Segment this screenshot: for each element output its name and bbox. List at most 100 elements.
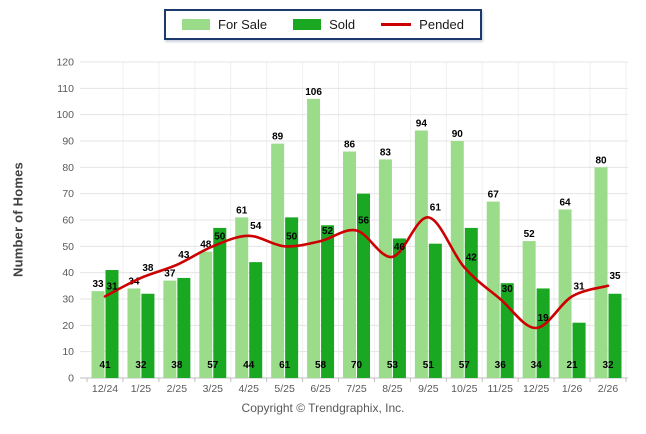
y-tick-label: 120 — [56, 57, 74, 69]
sold-value-label: 70 — [351, 360, 363, 371]
bar-for-sale — [163, 280, 177, 378]
bar-for-sale — [235, 217, 249, 378]
y-tick-label: 30 — [62, 294, 74, 306]
pended-value-label: 31 — [106, 281, 118, 292]
legend-item-sold: Sold — [293, 17, 355, 32]
bar-sold — [608, 293, 622, 378]
for-sale-value-label: 33 — [92, 279, 104, 290]
sold-value-label: 38 — [171, 360, 183, 371]
sold-value-label: 44 — [243, 360, 255, 371]
pended-value-label: 50 — [214, 231, 226, 242]
y-axis-title: Number of Homes — [10, 162, 26, 277]
x-category-label: 2/26 — [598, 383, 619, 395]
bar-sold — [572, 322, 586, 378]
pended-value-label: 43 — [178, 250, 190, 261]
pended-value-label: 31 — [574, 281, 586, 292]
sold-value-label: 34 — [531, 360, 543, 371]
for-sale-value-label: 64 — [560, 197, 572, 208]
x-category-label: 12/25 — [523, 383, 549, 395]
for-sale-value-label: 83 — [380, 147, 392, 158]
for-sale-value-label: 90 — [452, 129, 464, 140]
legend-label-pended: Pended — [419, 17, 464, 32]
bar-for-sale — [522, 241, 536, 378]
bar-sold — [141, 293, 155, 378]
sold-value-label: 32 — [135, 360, 147, 371]
legend-label-for-sale: For Sale — [218, 17, 268, 32]
sold-value-label: 61 — [279, 360, 291, 371]
bar-for-sale — [378, 159, 392, 378]
for-sale-value-label: 37 — [164, 269, 176, 280]
legend-item-for-sale: For Sale — [182, 17, 267, 32]
bar-sold — [177, 277, 191, 378]
x-category-label: 7/25 — [346, 383, 367, 395]
bar-for-sale — [558, 209, 572, 378]
bar-sold — [105, 270, 119, 378]
y-tick-label: 0 — [68, 373, 74, 385]
sold-value-label: 53 — [387, 360, 399, 371]
y-tick-label: 50 — [62, 241, 74, 253]
sold-value-label: 51 — [423, 360, 435, 371]
copyright-text: Copyright © Trendgraphix, Inc. — [241, 401, 405, 415]
for-sale-value-label: 106 — [305, 87, 322, 98]
pended-value-label: 42 — [466, 252, 478, 263]
y-tick-label: 20 — [62, 320, 74, 332]
for-sale-value-label: 80 — [595, 155, 607, 166]
bar-sold — [392, 238, 406, 378]
pended-value-label: 56 — [358, 216, 370, 227]
bar-for-sale — [271, 143, 285, 378]
sold-value-label: 21 — [567, 360, 579, 371]
chart-legend: For Sale Sold Pended — [164, 9, 482, 40]
bar-sold — [213, 227, 227, 378]
sold-value-label: 32 — [602, 360, 614, 371]
pended-value-label: 19 — [538, 313, 550, 324]
bar-sold — [249, 262, 263, 378]
sold-value-label: 36 — [495, 360, 507, 371]
sold-value-label: 57 — [207, 360, 219, 371]
y-tick-label: 10 — [62, 346, 74, 358]
for-sale-swatch-icon — [182, 19, 210, 30]
x-category-label: 12/24 — [92, 383, 118, 395]
y-tick-label: 70 — [62, 188, 74, 200]
pended-value-label: 54 — [250, 221, 262, 232]
pended-line — [103, 216, 610, 330]
for-sale-value-label: 94 — [416, 118, 428, 129]
sold-value-label: 57 — [459, 360, 471, 371]
bar-for-sale — [127, 288, 141, 378]
bar-sold — [285, 217, 299, 378]
bar-for-sale — [343, 151, 356, 378]
sold-value-label: 58 — [315, 360, 327, 371]
pended-value-label: 46 — [394, 242, 406, 253]
y-tick-label: 40 — [62, 267, 74, 279]
for-sale-value-label: 67 — [488, 190, 500, 201]
x-category-label: 4/25 — [238, 383, 259, 395]
pended-value-label: 50 — [286, 231, 298, 242]
x-category-label: 6/25 — [310, 383, 331, 395]
for-sale-value-label: 89 — [272, 132, 284, 143]
pended-value-label: 61 — [430, 202, 442, 213]
y-tick-label: 100 — [56, 109, 74, 121]
for-sale-value-label: 86 — [344, 140, 356, 151]
bar-sold — [536, 288, 550, 378]
x-category-label: 8/25 — [382, 383, 403, 395]
y-tick-label: 110 — [57, 83, 74, 95]
x-category-label: 11/25 — [487, 383, 513, 395]
sold-value-label: 41 — [99, 360, 111, 371]
x-category-label: 1/25 — [131, 383, 152, 395]
bar-for-sale — [307, 98, 321, 378]
legend-item-pended: Pended — [381, 17, 464, 32]
x-category-label: 9/25 — [418, 383, 439, 395]
x-category-label: 10/25 — [451, 383, 477, 395]
bar-sold — [357, 193, 370, 378]
pended-value-label: 35 — [609, 271, 621, 282]
y-tick-label: 60 — [62, 215, 74, 227]
x-category-label: 1/26 — [562, 383, 583, 395]
pended-value-label: 38 — [142, 263, 154, 274]
x-category-label: 2/25 — [167, 383, 188, 395]
y-tick-label: 80 — [62, 162, 74, 174]
for-sale-value-label: 48 — [200, 240, 212, 251]
bar-sold — [321, 225, 335, 378]
bar-for-sale — [414, 130, 428, 378]
for-sale-value-label: 52 — [524, 229, 536, 240]
legend-label-sold: Sold — [329, 17, 356, 32]
y-tick-label: 90 — [62, 136, 74, 148]
